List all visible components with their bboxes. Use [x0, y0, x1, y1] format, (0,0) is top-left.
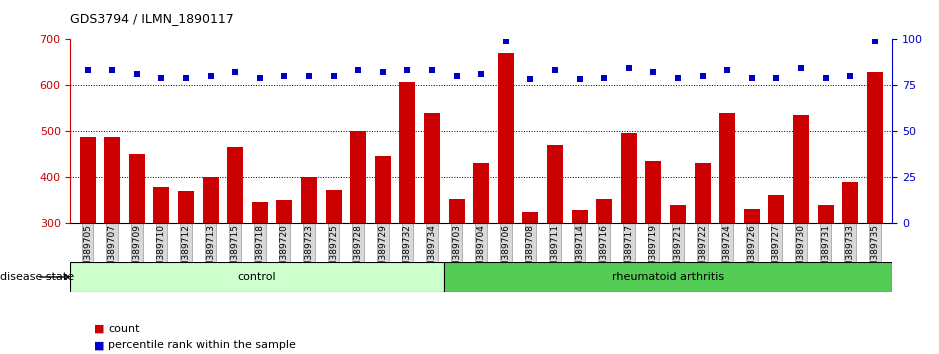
Bar: [178, 191, 194, 354]
Bar: [227, 147, 243, 354]
Bar: [276, 200, 292, 354]
Bar: [793, 115, 809, 354]
Bar: [444, 262, 892, 292]
Bar: [596, 199, 612, 354]
Bar: [695, 163, 711, 354]
Bar: [70, 262, 444, 292]
Bar: [547, 145, 563, 354]
Bar: [326, 190, 342, 354]
Bar: [522, 211, 538, 354]
Bar: [449, 199, 465, 354]
Text: ■: ■: [94, 324, 104, 333]
Bar: [104, 137, 120, 354]
Text: count: count: [108, 324, 140, 333]
Bar: [621, 133, 637, 354]
Bar: [375, 156, 391, 354]
Bar: [867, 72, 883, 354]
Bar: [645, 161, 661, 354]
Bar: [203, 177, 219, 354]
Bar: [572, 210, 588, 354]
Bar: [129, 154, 145, 354]
Bar: [818, 205, 834, 354]
Bar: [424, 113, 440, 354]
Text: disease state: disease state: [0, 272, 74, 282]
Text: ■: ■: [94, 340, 104, 350]
Bar: [301, 177, 317, 354]
Text: rheumatoid arthritis: rheumatoid arthritis: [612, 272, 724, 282]
Bar: [768, 195, 784, 354]
Bar: [473, 163, 489, 354]
Bar: [670, 205, 686, 354]
Bar: [350, 131, 366, 354]
Bar: [252, 202, 268, 354]
Bar: [498, 53, 514, 354]
Text: percentile rank within the sample: percentile rank within the sample: [108, 340, 296, 350]
Text: control: control: [238, 272, 276, 282]
Bar: [153, 187, 169, 354]
Bar: [744, 209, 760, 354]
Bar: [80, 137, 96, 354]
Bar: [842, 182, 858, 354]
Text: GDS3794 / ILMN_1890117: GDS3794 / ILMN_1890117: [70, 12, 234, 25]
Bar: [719, 113, 735, 354]
Bar: [399, 82, 415, 354]
